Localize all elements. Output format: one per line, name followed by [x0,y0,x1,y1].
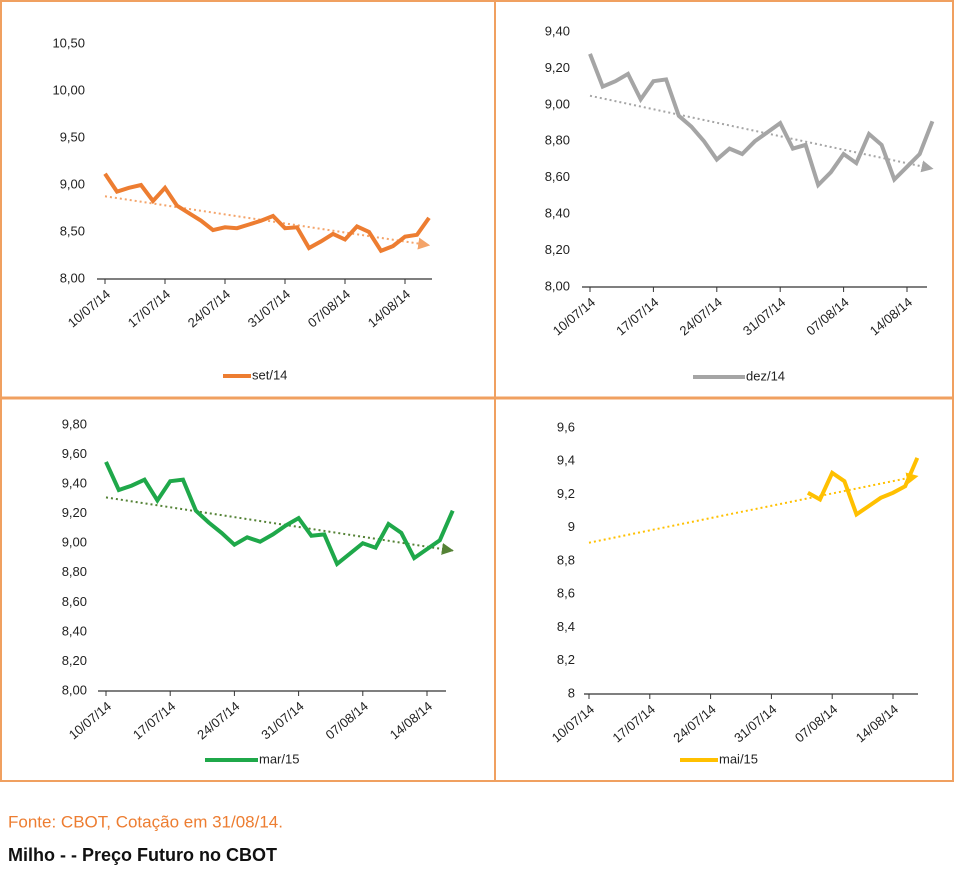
y-tick-label: 8,00 [60,270,85,285]
x-tick-label: 31/07/14 [245,286,293,330]
y-tick-label: 8,00 [545,278,570,293]
panel-borders [0,0,954,782]
x-tick-label: 24/07/14 [677,294,725,338]
y-tick-label: 8,2 [557,652,575,667]
source: Fonte: CBOT, Cotação em 31/08/14. [8,812,283,831]
x-tick-label: 31/07/14 [740,294,788,338]
y-tick-label: 8,80 [62,564,87,579]
series-line [806,457,920,518]
y-tick-label: 8,40 [545,206,570,221]
x-tick-label: 10/07/14 [549,701,597,745]
y-tick-label: 9,4 [557,453,575,468]
y-tick-label: 8,6 [557,586,575,601]
title: Milho - - Preço Futuro no CBOT [8,845,277,865]
legend-label: dez/14 [746,368,785,383]
x-tick-label: 24/07/14 [194,698,242,742]
y-tick-label: 9,00 [62,535,87,550]
x-tick-label: 17/07/14 [613,294,661,338]
y-tick-label: 9 [568,519,575,534]
y-tick-label: 8,20 [62,653,87,668]
y-tick-label: 10,50 [52,35,85,50]
y-tick-label: 9,00 [60,176,85,191]
x-tick-label: 14/08/14 [387,698,435,742]
trend-line [588,472,919,544]
x-tick-label: 10/07/14 [550,294,598,338]
x-tick-label: 17/07/14 [610,701,658,745]
y-tick-label: 8,4 [557,619,575,634]
trend-line [104,195,431,250]
series-line [588,53,935,189]
x-tick-label: 17/07/14 [130,698,178,742]
x-tick-label: 14/08/14 [853,701,901,745]
y-tick-label: 9,40 [545,23,570,38]
series-line [103,172,431,254]
y-tick-label: 8,60 [62,594,87,609]
y-tick-label: 9,00 [545,96,570,111]
y-tick-label: 8,20 [545,242,570,257]
y-tick-label: 8,8 [557,552,575,567]
legend-label: mar/15 [259,751,299,766]
y-tick-label: 8,80 [545,133,570,148]
y-tick-label: 8,50 [60,223,85,238]
y-tick-label: 9,20 [62,505,87,520]
x-tick-label: 10/07/14 [66,698,114,742]
y-tick-label: 9,40 [62,476,87,491]
x-tick-label: 17/07/14 [125,286,173,330]
legend-label: mai/15 [719,751,758,766]
y-tick-label: 9,2 [557,486,575,501]
x-tick-label: 07/08/14 [792,701,840,745]
x-tick-label: 07/08/14 [803,294,851,338]
y-tick-label: 8 [568,685,575,700]
legend-label: set/14 [252,367,287,382]
trend-line [589,94,934,173]
x-tick-label: 24/07/14 [185,286,233,330]
y-tick-label: 10,00 [52,82,85,97]
y-tick-label: 9,6 [557,419,575,434]
x-tick-label: 07/08/14 [305,286,353,330]
x-tick-label: 14/08/14 [365,286,413,330]
y-tick-label: 9,50 [60,129,85,144]
x-tick-label: 31/07/14 [258,698,306,742]
series-line [104,461,455,568]
x-tick-label: 24/07/14 [670,701,718,745]
y-tick-label: 9,20 [545,60,570,75]
x-tick-label: 07/08/14 [323,698,371,742]
y-tick-label: 8,40 [62,623,87,638]
y-tick-label: 8,60 [545,169,570,184]
y-tick-label: 9,60 [62,446,87,461]
x-tick-label: 14/08/14 [867,294,915,338]
trend-line [105,496,454,555]
y-tick-label: 8,00 [62,682,87,697]
y-tick-label: 9,80 [62,416,87,431]
x-tick-label: 31/07/14 [731,701,779,745]
x-tick-label: 10/07/14 [65,286,113,330]
